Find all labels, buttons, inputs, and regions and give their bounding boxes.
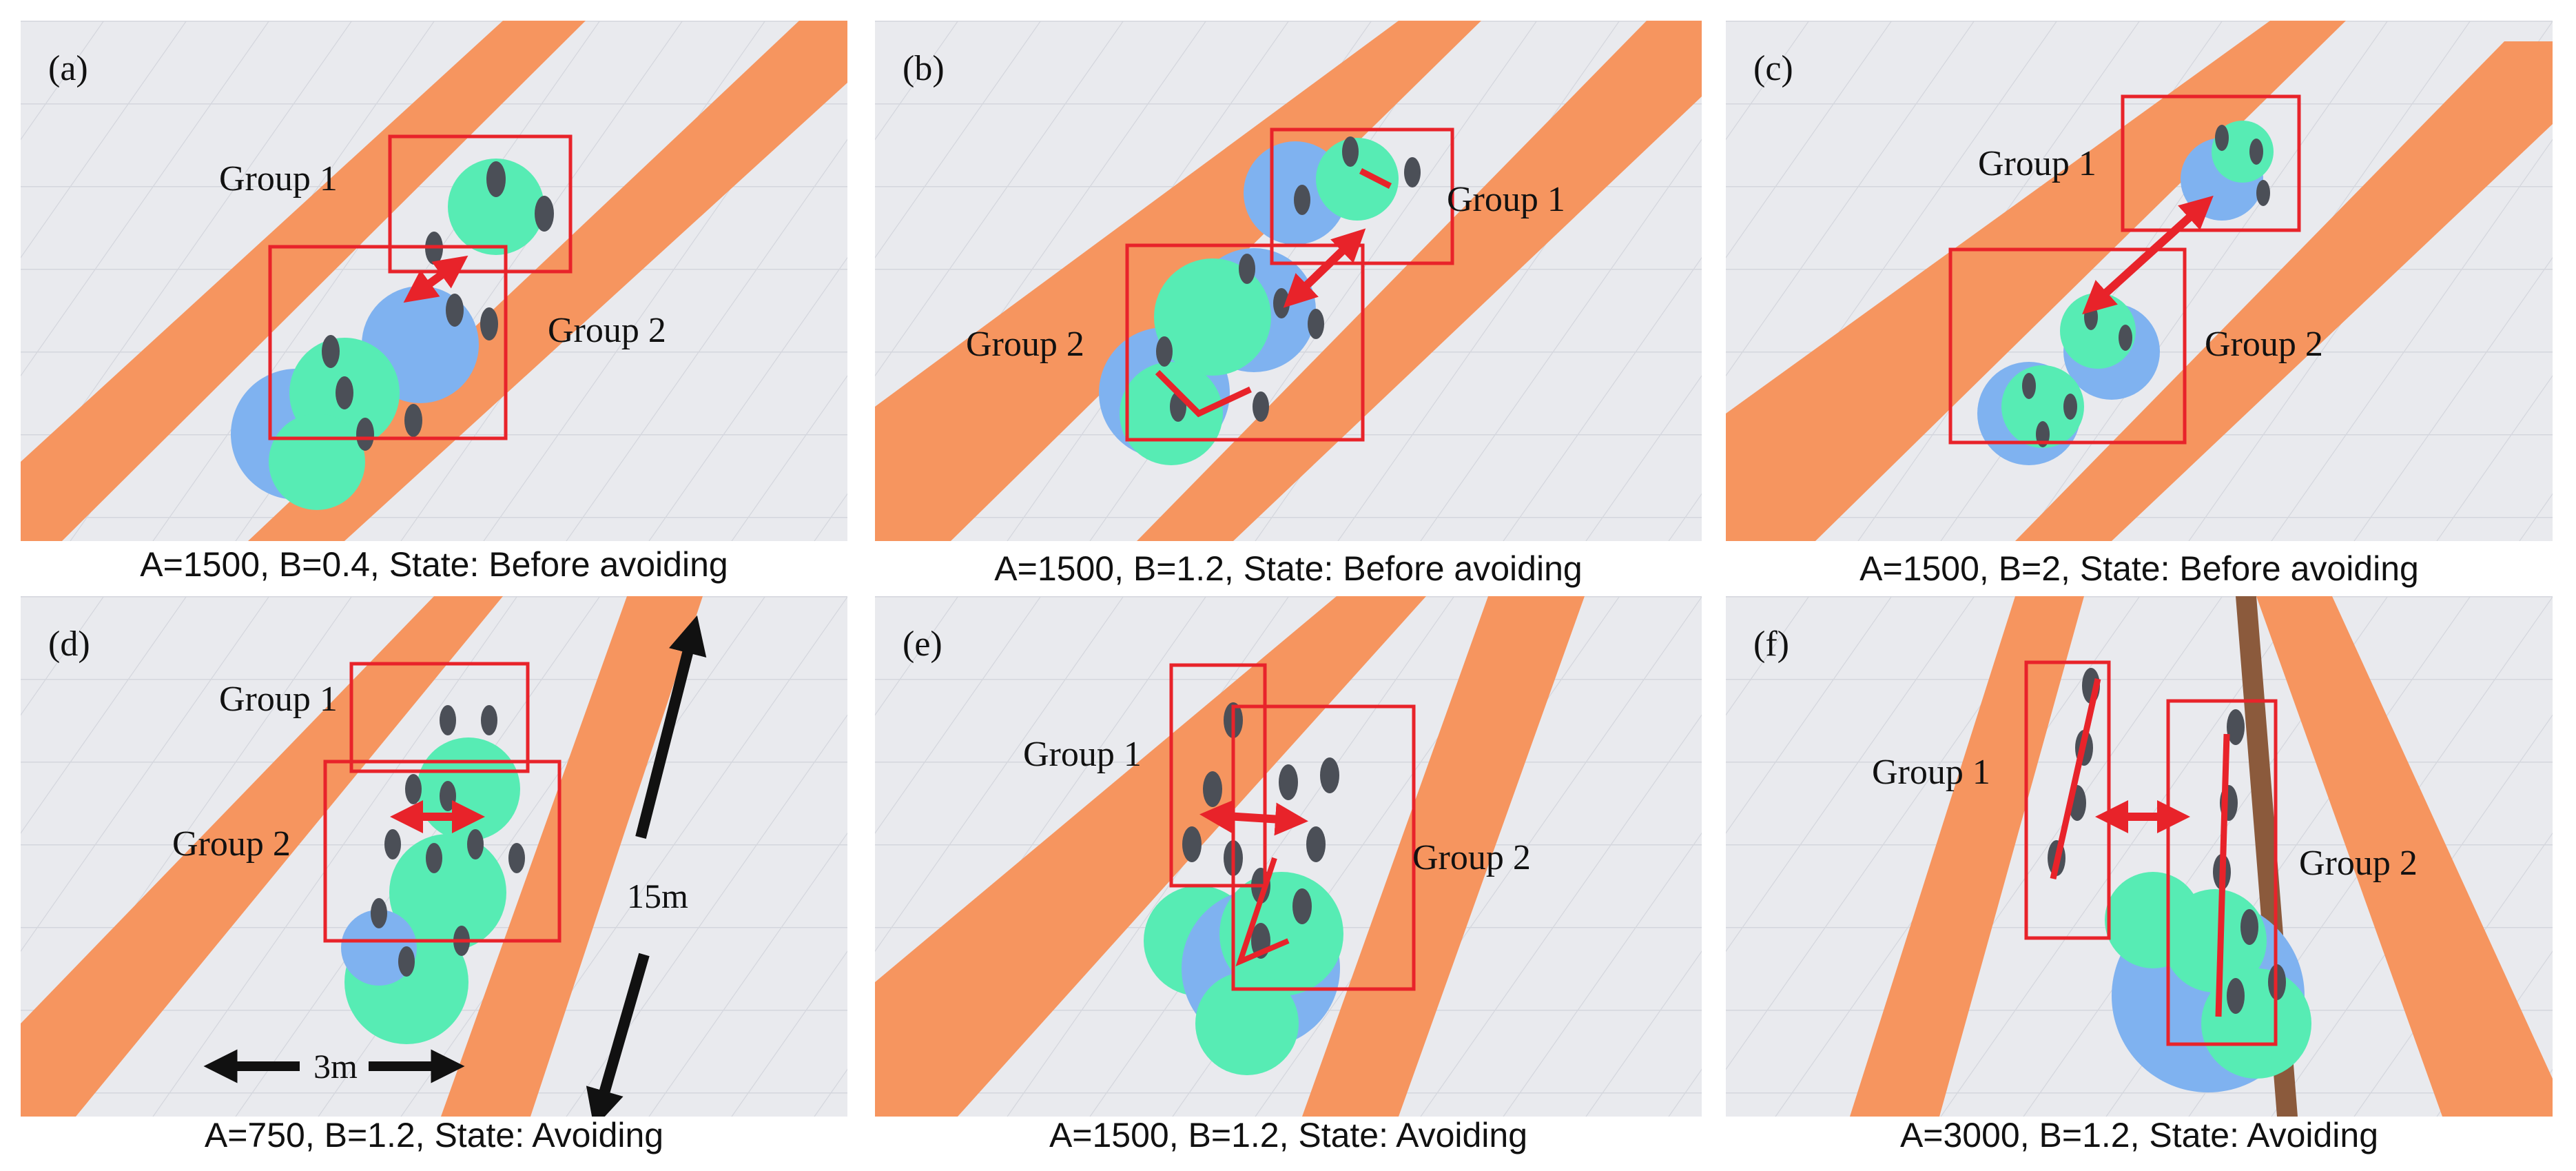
agent-area — [448, 159, 544, 255]
formation-line — [1235, 857, 1290, 967]
panel-a-caption: A=1500, B=0.4, State: Before avoiding — [140, 545, 728, 584]
agent-area — [2163, 889, 2267, 992]
group-1-box — [1169, 663, 1267, 888]
group-2-label: Group 2 — [172, 824, 291, 864]
group-1-label: Group 1 — [1023, 735, 1142, 774]
walkway-band-right — [2015, 41, 2553, 541]
group-1-box — [349, 662, 530, 773]
formation-line — [2050, 678, 2101, 879]
walkway-band-right — [2256, 596, 2553, 1117]
agent-area — [269, 414, 365, 510]
group-2-label: Group 2 — [966, 325, 1084, 364]
group-1-label: Group 1 — [219, 159, 338, 198]
distance-arrow — [1199, 800, 1308, 836]
agent-area — [341, 910, 417, 986]
formation-line — [1155, 369, 1252, 418]
walkway-band-right — [1137, 21, 1702, 541]
walkway-band-left — [21, 596, 503, 1117]
group-2-box — [268, 245, 508, 440]
panel-tag: (c) — [1753, 49, 1793, 88]
agent-area — [417, 737, 520, 841]
group-2-label: Group 2 — [548, 311, 666, 350]
length-arrow-upper — [635, 615, 707, 839]
walkway-band-right — [441, 596, 703, 1117]
walkway-band-right — [248, 21, 847, 541]
panel-tag: (a) — [48, 49, 88, 88]
group-1-box — [388, 134, 573, 274]
agent-area — [1195, 972, 1299, 1075]
panel-e: (e) Group 1 Group 2 — [875, 596, 1702, 1117]
agent-area — [389, 834, 506, 951]
agent-area — [1154, 258, 1271, 376]
panel-f-caption: A=3000, B=1.2, State: Avoiding — [1899, 1116, 2379, 1154]
panel-tag: (e) — [903, 624, 942, 664]
group-2-label: Group 2 — [2205, 325, 2323, 364]
panel-e-scene — [875, 596, 1702, 1117]
group-2-box — [2166, 699, 2278, 1046]
length-label: 15m — [627, 877, 688, 915]
panel-c: (c) Group 1 Group 2 — [1726, 21, 2553, 541]
group-1-label: Group 1 — [1978, 144, 2096, 183]
group-2-label: Group 2 — [1412, 838, 1531, 877]
panel-tag: (d) — [48, 624, 90, 664]
group-2-label: Group 2 — [2299, 844, 2418, 883]
walkway-band-left — [1726, 21, 2346, 541]
formation-line — [1359, 167, 1392, 190]
panel-tag: (b) — [903, 49, 945, 88]
panel-a: (a) Group 1 Group 2 — [21, 21, 847, 541]
agent-area — [1316, 138, 1399, 221]
group-2-box — [1948, 247, 2187, 445]
panel-f-scene — [1726, 596, 2553, 1117]
walkway-band-right — [1302, 596, 1585, 1117]
distance-arrow — [403, 255, 468, 303]
formation-line — [2215, 733, 2230, 1017]
group-2-box — [1231, 704, 1416, 991]
group-2-box — [1125, 243, 1365, 442]
panel-f: (f) Group 1 Group 2 — [1726, 596, 2553, 1117]
panel-b: (b) Group 1 Group 2 — [875, 21, 1702, 541]
length-arrow-lower — [586, 953, 650, 1117]
walkway-band-left — [21, 21, 586, 541]
panel-e-caption: A=1500, B=1.2, State: Avoiding — [1049, 1116, 1528, 1154]
panel-b-scene — [875, 21, 1702, 541]
panel-c-caption: A=1500, B=2, State: Before avoiding — [1859, 549, 2419, 588]
panel-c-scene — [1726, 21, 2553, 541]
distance-arrow — [1283, 228, 1366, 308]
panel-d-scene — [21, 596, 847, 1117]
pedestrians — [1156, 136, 1421, 422]
group-2-box — [323, 760, 561, 943]
group-1-label: Group 1 — [1447, 180, 1565, 219]
panel-d: (d) Group 1 Group 2 15m 3m — [21, 596, 847, 1117]
panel-d-caption: A=750, B=1.2, State: Avoiding — [204, 1116, 664, 1154]
group-1-label: Group 1 — [1872, 753, 1990, 792]
walkway-band-left — [875, 596, 1426, 1117]
distance-arrow — [2082, 195, 2214, 315]
pedestrians — [1182, 702, 1339, 959]
agent-area — [1219, 872, 1343, 996]
panel-a-scene — [21, 21, 847, 541]
pedestrians — [371, 705, 525, 977]
group-1-label: Group 1 — [219, 680, 338, 719]
panel-tag: (f) — [1753, 624, 1789, 664]
panel-b-caption: A=1500, B=1.2, State: Before avoiding — [994, 549, 1583, 588]
width-label: 3m — [313, 1047, 358, 1086]
